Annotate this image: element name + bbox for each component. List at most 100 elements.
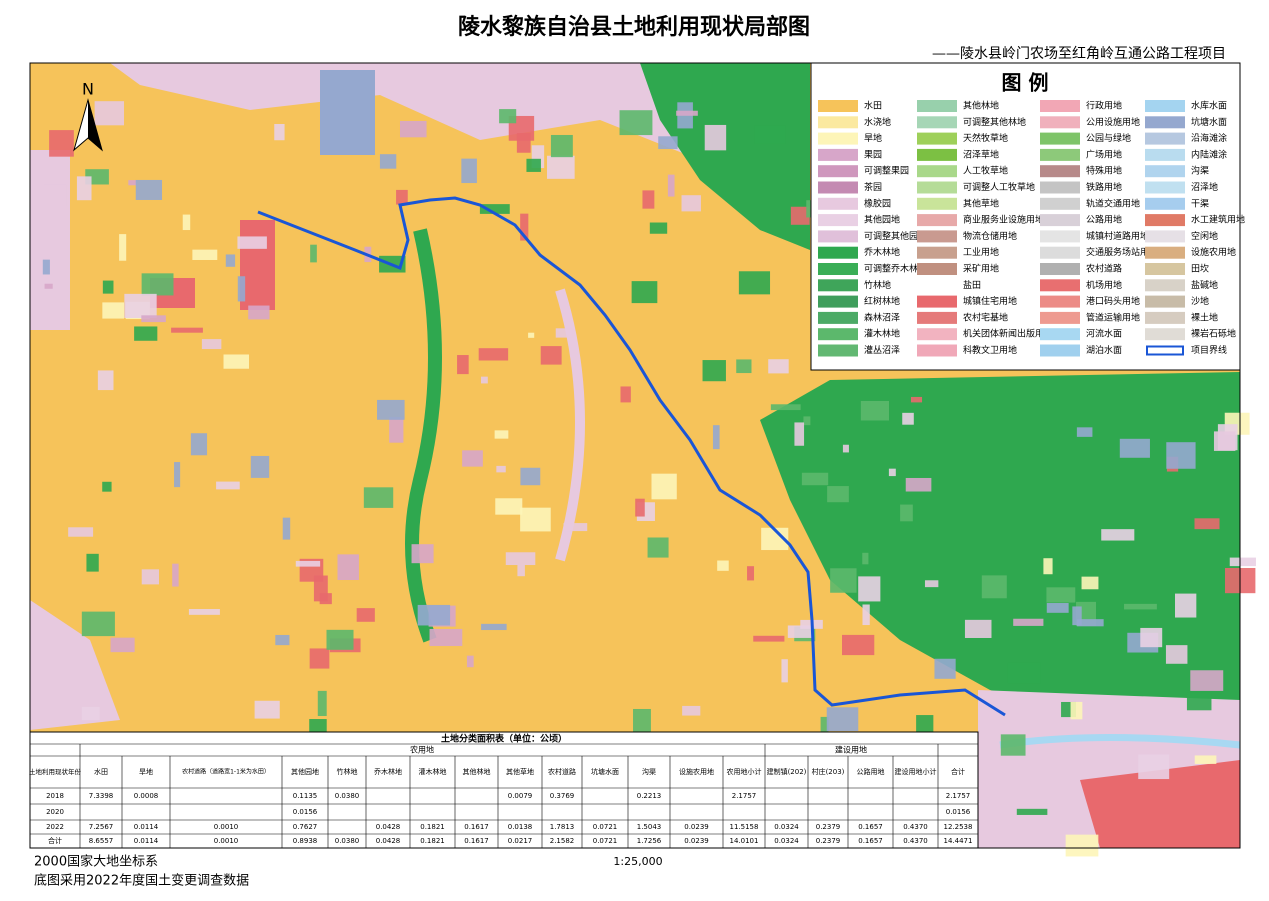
footer-crs: 2000国家大地坐标系 [34, 854, 158, 870]
table-column: 建设用地小计 [895, 767, 937, 776]
orchard [30, 150, 70, 330]
land-patch [842, 444, 849, 453]
land-patch [1138, 754, 1170, 780]
table-cell: 0.4370 [903, 823, 928, 831]
land-patch [216, 481, 240, 490]
table-cell: 0.0721 [593, 823, 618, 831]
table-cell: 0.1821 [420, 837, 445, 845]
land-patch [1194, 755, 1217, 764]
land-patch [462, 450, 483, 467]
legend-label: 可调整人工牧草地 [963, 181, 1035, 193]
land-patch [1124, 603, 1157, 610]
legend-swatch [1145, 181, 1185, 194]
land-patch [356, 608, 375, 622]
land-patch [964, 619, 992, 638]
legend-swatch [1040, 311, 1080, 324]
table-cell: 14.4471 [944, 837, 973, 845]
legend-label: 机关团体新闻出版用地 [963, 328, 1053, 340]
land-patch [520, 507, 551, 532]
land-patch [651, 473, 677, 500]
settlement [240, 220, 275, 310]
legend-swatch [1145, 165, 1185, 178]
legend-swatch [818, 148, 858, 161]
land-patch [667, 174, 675, 197]
table-cell: 0.0008 [134, 792, 159, 800]
table-column: 坑塘水面 [591, 767, 619, 776]
land-patch [902, 412, 914, 425]
land-patch [1175, 593, 1197, 618]
legend-swatch [1040, 344, 1080, 357]
legend-label: 沼泽地 [1191, 181, 1218, 193]
land-patch [1046, 603, 1069, 613]
land-patch [481, 623, 507, 631]
table-column: 水田 [94, 767, 108, 776]
land-patch [102, 302, 125, 319]
table-group: 农用地 [410, 745, 434, 755]
legend-label: 河流水面 [1086, 328, 1122, 340]
legend-label: 轨道交通用地 [1086, 197, 1140, 209]
table-column: 村庄(203) [812, 767, 845, 776]
land-patch [841, 634, 875, 656]
table-cell: 0.2213 [637, 792, 662, 800]
land-patch [1076, 427, 1093, 437]
legend-swatch [818, 197, 858, 210]
legend-swatch [818, 344, 858, 357]
table-year: 2020 [46, 808, 64, 816]
legend-swatch [1040, 230, 1080, 243]
table-cell: 0.0138 [508, 823, 533, 831]
land-patch [248, 305, 270, 320]
legend-swatch [1145, 328, 1185, 341]
land-patch [1166, 442, 1196, 469]
land-patch [555, 328, 573, 338]
land-patch [900, 504, 913, 522]
north-arrow-half [88, 100, 102, 150]
legend-swatch [1040, 116, 1080, 129]
land-patch [124, 293, 157, 318]
land-patch [649, 222, 668, 234]
legend-swatch [1040, 165, 1080, 178]
table-column: 农村道路（道路宽1-1米为水田） [182, 768, 270, 776]
title: 陵水黎族自治县土地利用现状局部图 [458, 14, 810, 40]
table-cell: 0.0324 [774, 837, 799, 845]
legend-swatch [818, 100, 858, 112]
legend-label: 水库水面 [1191, 100, 1227, 112]
table-cell: 0.0079 [508, 792, 533, 800]
land-patch [102, 481, 112, 492]
land-patch [1013, 618, 1044, 626]
land-patch [141, 273, 174, 296]
legend-label: 盐碱地 [1191, 279, 1218, 291]
map-frame [29, 62, 1241, 849]
table-cell: 0.2379 [816, 837, 841, 845]
table-cell: 0.1657 [858, 837, 883, 845]
land-patch [119, 234, 127, 261]
table-column: 农村道路 [548, 767, 576, 776]
table-cell: 1.7813 [550, 823, 575, 831]
land-patch [547, 155, 575, 179]
table-column: 公路用地 [857, 767, 885, 776]
land-patch [317, 690, 327, 717]
land-patch [633, 708, 651, 734]
table-cell: 0.1657 [858, 823, 883, 831]
land-patch [754, 125, 786, 144]
river [999, 734, 1241, 749]
table-cell: 0.2379 [816, 823, 841, 831]
legend-label: 特殊用地 [1086, 165, 1122, 177]
table-year: 2022 [46, 823, 64, 831]
legend-label: 可调整其他林地 [963, 116, 1026, 128]
legend-label: 天然牧草地 [963, 132, 1008, 144]
table-cell: 0.0010 [214, 837, 239, 845]
land-patch [86, 553, 99, 572]
land-patch [141, 569, 160, 585]
table-cell: 0.8938 [293, 837, 318, 845]
legend-swatch [818, 279, 858, 292]
legend-label: 盐田 [963, 279, 981, 291]
legend-label: 裸土地 [1191, 311, 1218, 323]
land-patch [620, 386, 631, 403]
land-patch [363, 487, 394, 508]
table-cell: 2.1582 [550, 837, 575, 845]
land-patch [1213, 431, 1236, 451]
table-cell: 0.4370 [903, 837, 928, 845]
table-cell: 1.7256 [637, 837, 662, 845]
land-patch [747, 566, 755, 581]
